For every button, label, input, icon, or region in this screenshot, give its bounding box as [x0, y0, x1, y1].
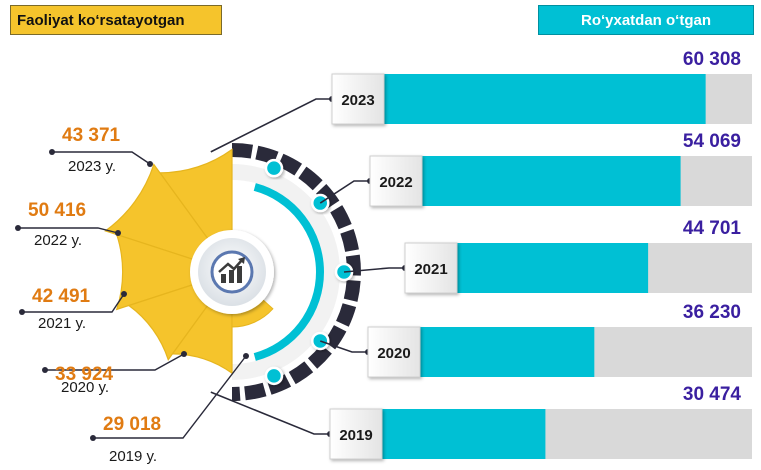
icon-bar-2 — [229, 270, 234, 283]
bar-label-box-2022 — [369, 155, 423, 207]
bar-label-box-2023 — [331, 73, 385, 125]
fan-value-label-5: 29 018 — [103, 414, 161, 435]
fan-value-label-3: 42 491 — [32, 286, 91, 307]
active-header: Faoliyat ko‘rsatayotgan — [10, 5, 222, 35]
bar-2023 — [384, 74, 706, 124]
bar-category-2019: 2019 — [339, 427, 372, 444]
fan-year-label-4: 2020 y. — [61, 379, 109, 396]
connector-2023 — [210, 98, 332, 153]
icon-trend-line — [218, 259, 243, 273]
bar-2021 — [457, 243, 649, 293]
fan-value-label-1: 43 371 — [62, 125, 121, 146]
fan-segment-2021 — [115, 233, 234, 311]
ring-dot-1 — [264, 158, 284, 178]
bar-category-2021: 2021 — [414, 261, 447, 278]
fan-year-label-2: 2022 y. — [34, 232, 82, 249]
dark-ring — [231, 143, 361, 401]
registered-header: Ro‘yxatdan o‘tgan — [538, 5, 754, 35]
fan-connector-start-5 — [90, 435, 96, 441]
fan-connector-1 — [52, 151, 151, 165]
bar-category-2022: 2022 — [379, 174, 412, 191]
fan-connector-start-4 — [42, 367, 48, 373]
fan-connector-start-1 — [49, 149, 55, 155]
bar-category-2023: 2023 — [341, 92, 374, 109]
ring-dot-5 — [264, 366, 284, 386]
fan-connector-end-2 — [115, 230, 121, 236]
bar-2020 — [420, 327, 595, 377]
fan-value-label-2: 50 416 — [28, 200, 86, 221]
fan-connector-2 — [18, 227, 119, 234]
bar-label-box-2021 — [404, 242, 458, 294]
bar-label-box-2020 — [367, 326, 421, 378]
fan-value-label-4: 33 924 — [55, 364, 114, 385]
bar-2022 — [422, 156, 681, 206]
fan-connector-end-3 — [121, 291, 127, 297]
light-ring — [231, 164, 340, 380]
fan-connector-start-2 — [15, 225, 21, 231]
icon-arrow-head — [238, 257, 245, 264]
bar-value-label-2022: 54 069 — [683, 131, 741, 152]
connector-2021 — [343, 267, 405, 273]
connector-2022 — [319, 180, 370, 204]
connector-2019 — [210, 391, 330, 435]
bar-value-label-2020: 36 230 — [683, 302, 741, 323]
fan-connector-end-4 — [181, 351, 187, 357]
bar-value-label-2019: 30 474 — [683, 384, 742, 405]
fan-year-label-1: 2023 y. — [68, 158, 116, 175]
growth-chart-icon — [218, 257, 245, 283]
bar-2019 — [382, 409, 546, 459]
cyan-ring — [253, 183, 324, 361]
fan-connector-start-3 — [19, 309, 25, 315]
bar-category-2020: 2020 — [377, 345, 410, 362]
fan-year-label-5: 2019 y. — [109, 448, 157, 465]
fan-connector-5 — [93, 355, 247, 439]
fan-connector-3 — [22, 293, 125, 313]
fan-connector-end-5 — [243, 353, 249, 359]
icon-bar-1 — [221, 274, 226, 283]
icon-bar-3 — [237, 266, 242, 283]
fan-year-label-3: 2021 y. — [38, 315, 86, 332]
bar-value-label-2021: 44 701 — [683, 218, 742, 239]
fan-connector-end-1 — [147, 161, 153, 167]
connector-2020 — [319, 340, 368, 353]
bar-label-box-2019 — [329, 408, 383, 460]
fan-connector-4 — [45, 353, 185, 371]
bar-value-label-2023: 60 308 — [683, 49, 741, 70]
